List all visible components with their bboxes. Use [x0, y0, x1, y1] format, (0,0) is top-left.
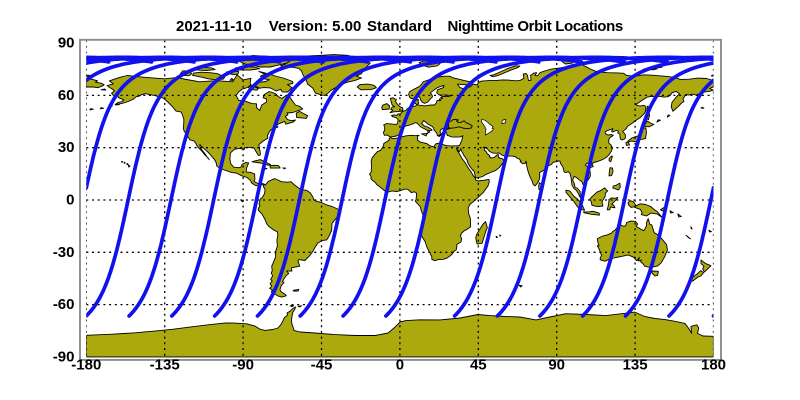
svg-text:Version: 5.00: Version: 5.00 — [269, 18, 362, 35]
svg-text:-90: -90 — [53, 348, 75, 365]
svg-text:135: 135 — [623, 356, 648, 373]
svg-text:-60: -60 — [53, 296, 75, 313]
svg-text:0: 0 — [66, 192, 74, 209]
svg-text:-180: -180 — [71, 356, 101, 373]
svg-text:-90: -90 — [232, 356, 254, 373]
svg-text:60: 60 — [58, 87, 75, 104]
svg-text:-135: -135 — [150, 356, 180, 373]
svg-text:Standard: Standard — [367, 18, 432, 35]
svg-text:-30: -30 — [53, 244, 75, 261]
svg-text:90: 90 — [548, 356, 565, 373]
svg-text:90: 90 — [58, 35, 75, 52]
svg-text:-45: -45 — [311, 356, 333, 373]
svg-text:2021-11-10: 2021-11-10 — [176, 18, 252, 35]
svg-text:0: 0 — [396, 356, 404, 373]
svg-text:45: 45 — [470, 356, 487, 373]
svg-text:30: 30 — [58, 139, 75, 156]
svg-text:180: 180 — [701, 356, 726, 373]
svg-text:Nighttime Orbit Locations: Nighttime Orbit Locations — [448, 18, 623, 35]
